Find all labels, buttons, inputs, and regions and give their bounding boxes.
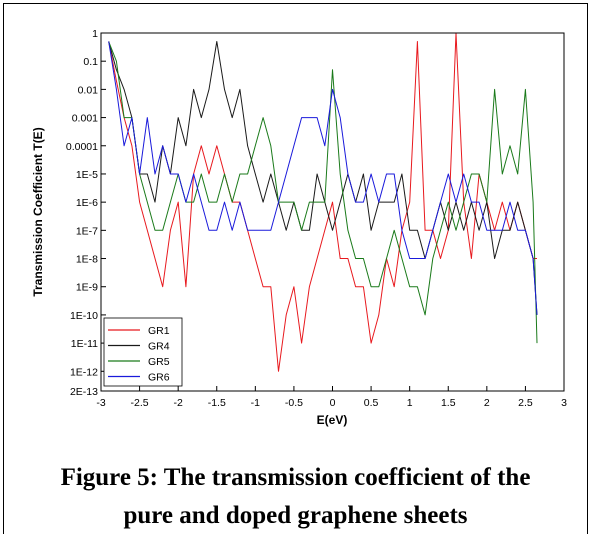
legend-box bbox=[103, 317, 183, 387]
y-tick-label: 0.1 bbox=[83, 56, 98, 68]
series-layer bbox=[108, 33, 538, 372]
y-tick-label: 1E-9 bbox=[76, 282, 98, 294]
legend-label-gr1: GR1 bbox=[148, 325, 170, 337]
legend: GR1 GR4 GR5 GR6 bbox=[103, 317, 183, 387]
y-tick-label: 1E-5 bbox=[76, 169, 98, 181]
y-tick-label: 0.0001 bbox=[66, 141, 98, 153]
series-line-gr5 bbox=[108, 41, 538, 344]
x-tick-label: -1.5 bbox=[208, 397, 226, 409]
x-axis-title: E(eV) bbox=[317, 413, 348, 427]
series-line-gr4 bbox=[108, 41, 538, 315]
legend-label-gr5: GR5 bbox=[148, 356, 170, 368]
y-tick-label: 1 bbox=[92, 28, 98, 40]
y-tick-label: 1E-12 bbox=[70, 366, 98, 378]
series-line-gr1 bbox=[108, 33, 537, 372]
x-axis: -3 -2.5 -2 -1.5 -1 -0.5 0 0.5 1 1.5 2 2.5 3 bbox=[96, 386, 567, 409]
y-tick-label: 0.01 bbox=[78, 84, 99, 96]
y-axis: 1 0.1 0.01 0.001 0.0001 1E-5 1E-6 1E-7 1E-8 1E-9 1… bbox=[66, 28, 106, 398]
figure-caption-line-1: Figure 5: The transmission coefficient o… bbox=[60, 464, 531, 491]
y-tick-label: 1E-6 bbox=[76, 197, 98, 209]
x-tick-label: -0.5 bbox=[285, 397, 303, 409]
x-tick-label: 3 bbox=[561, 397, 567, 409]
figure-caption-line-2: pure and doped graphene sheets bbox=[123, 502, 468, 529]
y-tick-label: 2E-13 bbox=[70, 386, 98, 398]
x-tick-label: 1.5 bbox=[441, 397, 456, 409]
figure-frame bbox=[3, 3, 588, 534]
y-tick-label: 1E-8 bbox=[76, 254, 98, 266]
y-tick-label: 1E-11 bbox=[71, 338, 98, 350]
x-tick-label: -1 bbox=[251, 397, 260, 409]
x-tick-label: 0 bbox=[330, 397, 336, 409]
legend-label-gr4: GR4 bbox=[148, 341, 170, 353]
x-tick-label: 1 bbox=[407, 397, 413, 409]
x-tick-label: -2 bbox=[173, 397, 182, 409]
x-tick-label: 2.5 bbox=[518, 397, 533, 409]
y-tick-label: 0.001 bbox=[72, 113, 98, 125]
y-axis-title: Transmission Coefficient T(E) bbox=[31, 127, 45, 296]
y-tick-label: 1E-7 bbox=[76, 225, 98, 237]
series-line-gr6 bbox=[108, 41, 538, 315]
x-tick-label: 0.5 bbox=[364, 397, 379, 409]
x-tick-label: -3 bbox=[96, 397, 105, 409]
legend-label-gr6: GR6 bbox=[148, 372, 170, 384]
x-tick-label: 2 bbox=[484, 397, 490, 409]
x-tick-label: -2.5 bbox=[131, 397, 149, 409]
y-tick-label: 1E-10 bbox=[70, 310, 98, 322]
transmission-chart: -3 -2.5 -2 -1.5 -1 -0.5 0 0.5 1 1.5 2 2.5 3 1 0.1 0.01… bbox=[31, 28, 567, 427]
